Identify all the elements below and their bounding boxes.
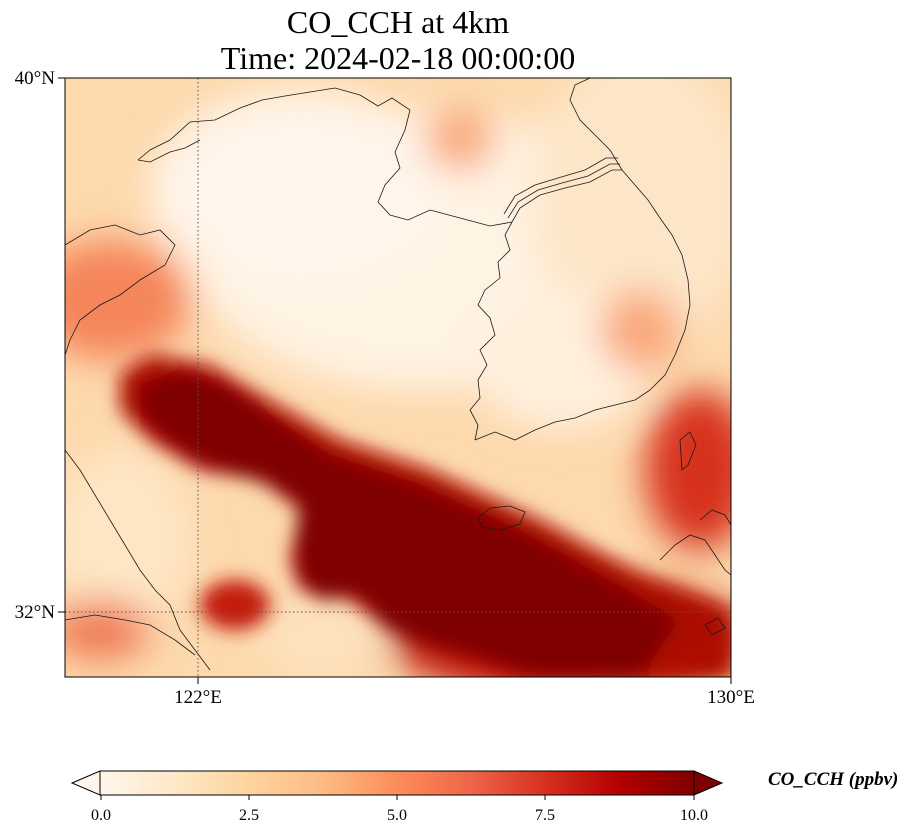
colorbar-label: CO_CCH (ppbv) (768, 769, 899, 790)
map-subtitle: Time: 2024-02-18 00:00:00 (220, 40, 576, 76)
colorbar-tick-7-5: 7.5 (535, 807, 555, 824)
colorbar-min-extend (70, 770, 101, 796)
map-title: CO_CCH at 4km (286, 4, 510, 40)
colorbar-tick-2-5: 2.5 (239, 807, 259, 824)
colorbar-gradient (100, 771, 694, 795)
gridlines (65, 78, 731, 677)
colorbar-tick-0: 0.0 (91, 807, 111, 824)
concentration-field (65, 78, 731, 677)
lat-tick-label-40n: 40°N (15, 68, 56, 89)
colorbar-tick-5: 5.0 (387, 807, 407, 824)
lon-tick-label-122e: 122°E (174, 687, 222, 708)
lat-tick-label-32n: 32°N (15, 602, 56, 623)
colorbar: 0.0 2.5 5.0 7.5 10.0 (70, 770, 724, 824)
coastlines (65, 78, 731, 671)
colorbar-max-extend (693, 770, 724, 796)
colorbar-tick-10: 10.0 (680, 807, 708, 824)
map-frame (64, 77, 732, 678)
lon-tick-label-130e: 130°E (707, 687, 755, 708)
